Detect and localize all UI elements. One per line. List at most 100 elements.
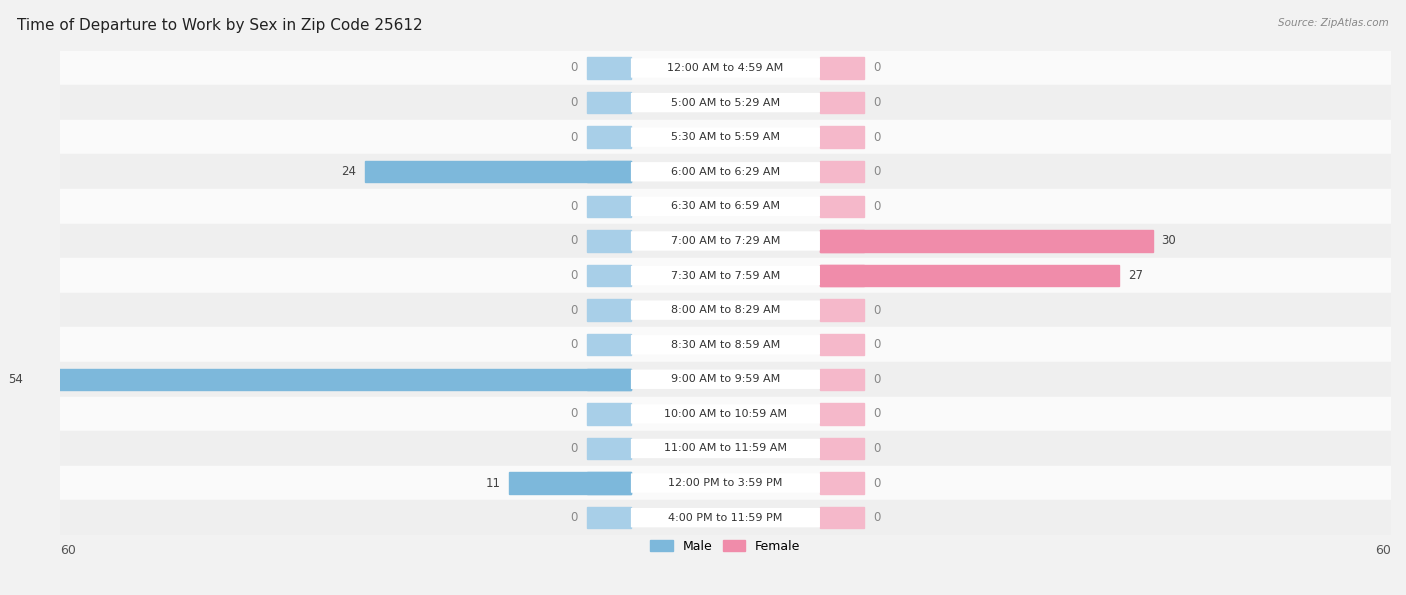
Text: 11: 11 xyxy=(485,477,501,490)
Text: 0: 0 xyxy=(873,165,880,178)
Text: 8:30 AM to 8:59 AM: 8:30 AM to 8:59 AM xyxy=(671,340,780,350)
Bar xyxy=(49,293,1402,327)
Bar xyxy=(586,403,631,425)
Bar xyxy=(49,397,1402,431)
FancyBboxPatch shape xyxy=(631,369,820,389)
Bar xyxy=(820,127,865,148)
Text: 0: 0 xyxy=(873,477,880,490)
Bar xyxy=(586,92,631,113)
Bar xyxy=(586,299,631,321)
Text: 0: 0 xyxy=(571,338,578,351)
Bar xyxy=(49,327,1402,362)
Text: 0: 0 xyxy=(873,131,880,143)
Text: 5:00 AM to 5:29 AM: 5:00 AM to 5:29 AM xyxy=(671,98,780,108)
FancyBboxPatch shape xyxy=(631,300,820,320)
Text: 5:30 AM to 5:59 AM: 5:30 AM to 5:59 AM xyxy=(671,132,780,142)
Bar xyxy=(586,127,631,148)
Bar xyxy=(49,85,1402,120)
Bar xyxy=(49,155,1402,189)
Bar xyxy=(509,472,631,494)
Bar xyxy=(49,51,1402,85)
Bar xyxy=(820,57,865,79)
Bar xyxy=(586,472,631,494)
FancyBboxPatch shape xyxy=(631,439,820,458)
Text: 6:00 AM to 6:29 AM: 6:00 AM to 6:29 AM xyxy=(671,167,780,177)
Bar xyxy=(586,57,631,79)
Text: 0: 0 xyxy=(571,131,578,143)
Text: 0: 0 xyxy=(873,511,880,524)
Text: 0: 0 xyxy=(873,200,880,213)
Text: 11:00 AM to 11:59 AM: 11:00 AM to 11:59 AM xyxy=(664,443,787,453)
Bar xyxy=(820,403,865,425)
Bar xyxy=(820,334,865,355)
Text: 0: 0 xyxy=(571,269,578,282)
Bar xyxy=(820,230,1153,252)
FancyBboxPatch shape xyxy=(631,404,820,424)
Text: 0: 0 xyxy=(571,303,578,317)
Bar xyxy=(49,224,1402,258)
Text: 54: 54 xyxy=(8,373,24,386)
Bar xyxy=(586,438,631,459)
Text: 8:00 AM to 8:29 AM: 8:00 AM to 8:29 AM xyxy=(671,305,780,315)
Bar xyxy=(820,368,865,390)
FancyBboxPatch shape xyxy=(631,197,820,216)
FancyBboxPatch shape xyxy=(631,266,820,285)
FancyBboxPatch shape xyxy=(631,127,820,147)
Text: 0: 0 xyxy=(571,408,578,421)
Text: 0: 0 xyxy=(873,61,880,74)
Bar xyxy=(49,189,1402,224)
FancyBboxPatch shape xyxy=(631,162,820,181)
Text: 4:00 PM to 11:59 PM: 4:00 PM to 11:59 PM xyxy=(668,513,783,522)
Text: 60: 60 xyxy=(1375,544,1391,556)
Bar xyxy=(49,120,1402,155)
Bar xyxy=(820,196,865,217)
Text: 6:30 AM to 6:59 AM: 6:30 AM to 6:59 AM xyxy=(671,201,780,211)
Bar xyxy=(586,368,631,390)
FancyBboxPatch shape xyxy=(631,508,820,527)
FancyBboxPatch shape xyxy=(631,474,820,493)
Text: 0: 0 xyxy=(873,96,880,109)
Text: Time of Departure to Work by Sex in Zip Code 25612: Time of Departure to Work by Sex in Zip … xyxy=(17,18,422,33)
Text: 0: 0 xyxy=(571,61,578,74)
Text: 0: 0 xyxy=(873,373,880,386)
Bar xyxy=(820,299,865,321)
Bar xyxy=(820,507,865,528)
Text: 27: 27 xyxy=(1128,269,1143,282)
Bar xyxy=(820,161,865,183)
Text: 60: 60 xyxy=(60,544,76,556)
FancyBboxPatch shape xyxy=(631,58,820,78)
Bar xyxy=(820,438,865,459)
Text: 0: 0 xyxy=(571,200,578,213)
Bar xyxy=(820,265,1119,286)
Legend: Male, Female: Male, Female xyxy=(645,535,806,558)
Bar xyxy=(586,161,631,183)
Bar xyxy=(49,466,1402,500)
Text: 0: 0 xyxy=(873,303,880,317)
Text: 7:30 AM to 7:59 AM: 7:30 AM to 7:59 AM xyxy=(671,271,780,280)
Bar xyxy=(49,362,1402,397)
Text: 0: 0 xyxy=(571,511,578,524)
FancyBboxPatch shape xyxy=(631,231,820,250)
Text: 30: 30 xyxy=(1161,234,1177,248)
Text: 0: 0 xyxy=(873,442,880,455)
Bar xyxy=(820,472,865,494)
Bar xyxy=(586,507,631,528)
Text: 7:00 AM to 7:29 AM: 7:00 AM to 7:29 AM xyxy=(671,236,780,246)
Bar xyxy=(820,265,865,286)
Text: 12:00 PM to 3:59 PM: 12:00 PM to 3:59 PM xyxy=(668,478,783,488)
Bar xyxy=(49,431,1402,466)
Text: 10:00 AM to 10:59 AM: 10:00 AM to 10:59 AM xyxy=(664,409,787,419)
Bar xyxy=(49,258,1402,293)
Text: Source: ZipAtlas.com: Source: ZipAtlas.com xyxy=(1278,18,1389,28)
Text: 12:00 AM to 4:59 AM: 12:00 AM to 4:59 AM xyxy=(668,63,783,73)
Text: 0: 0 xyxy=(571,442,578,455)
Text: 0: 0 xyxy=(571,234,578,248)
Bar xyxy=(32,368,631,390)
Text: 9:00 AM to 9:59 AM: 9:00 AM to 9:59 AM xyxy=(671,374,780,384)
FancyBboxPatch shape xyxy=(631,335,820,355)
Bar xyxy=(586,334,631,355)
Text: 0: 0 xyxy=(873,338,880,351)
Bar xyxy=(820,92,865,113)
Text: 0: 0 xyxy=(873,408,880,421)
Bar xyxy=(586,196,631,217)
